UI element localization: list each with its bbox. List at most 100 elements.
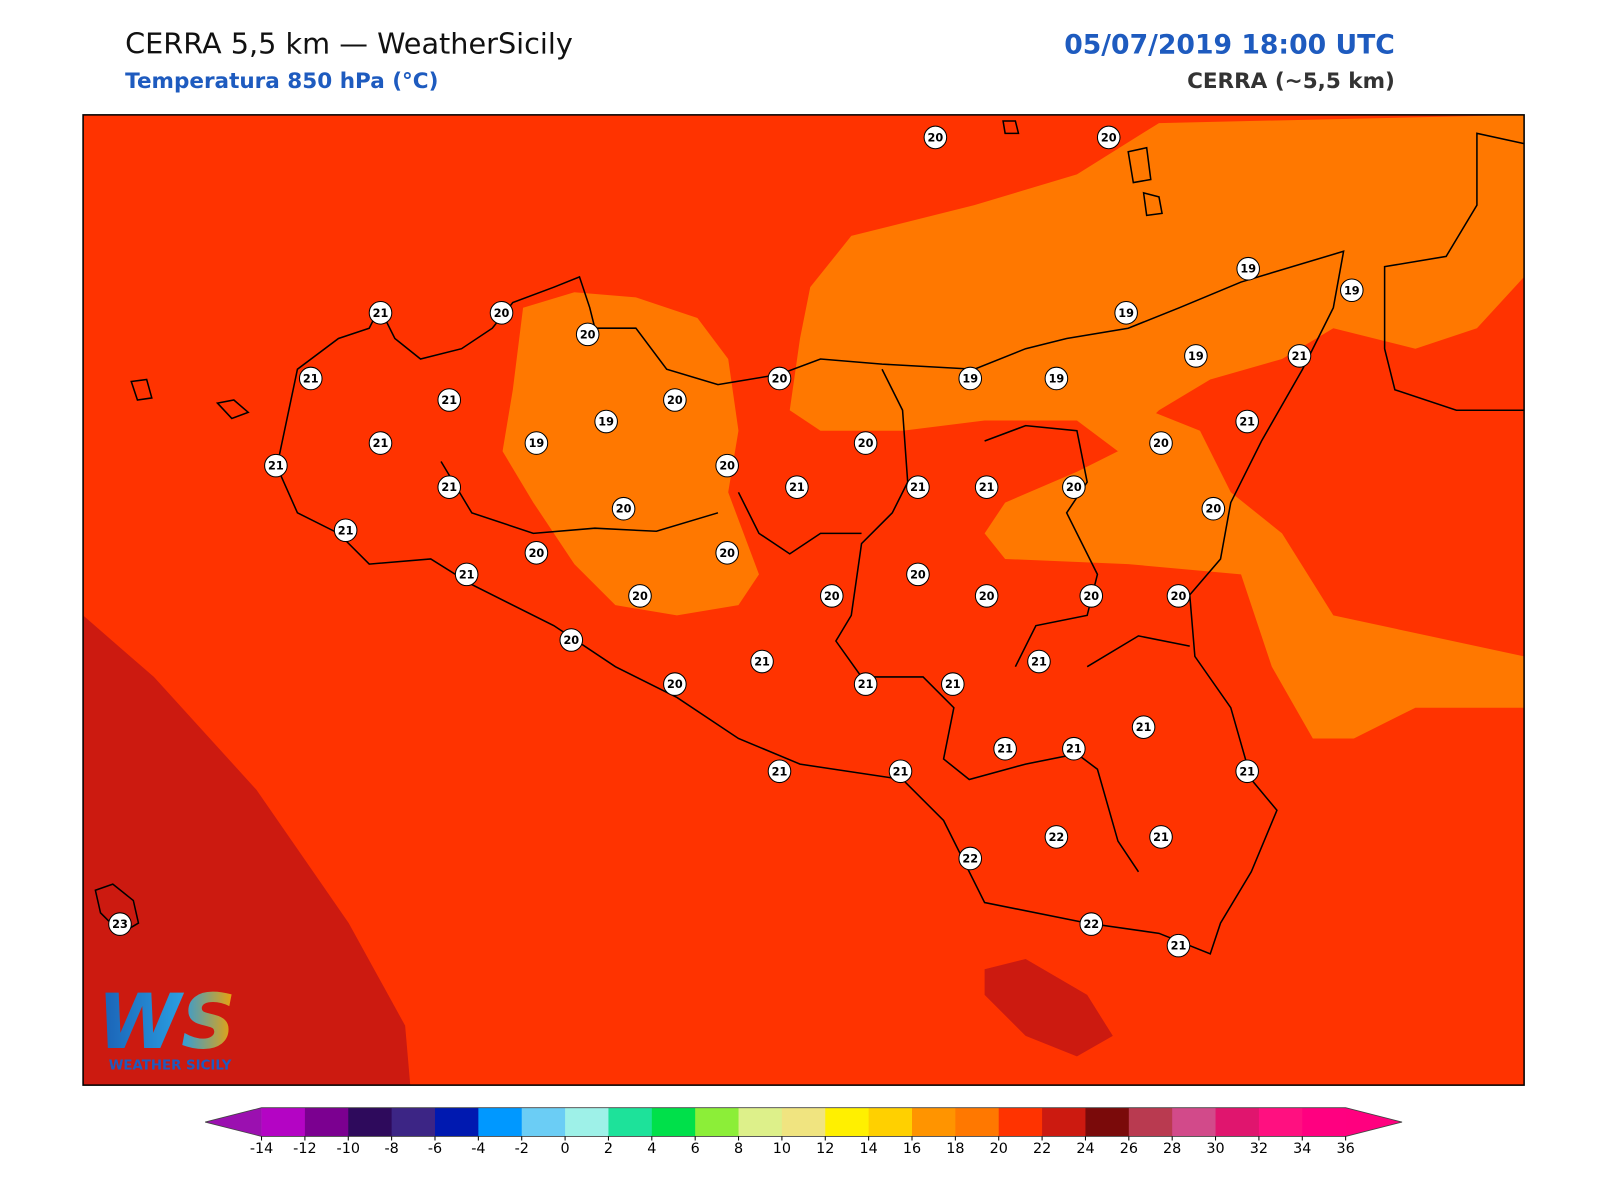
station-value: 21 [910, 481, 926, 494]
station-value: 21 [1171, 940, 1187, 953]
station-value: 21 [754, 656, 770, 669]
station-value: 20 [772, 372, 788, 385]
station-value: 19 [1240, 263, 1256, 276]
field-18-20 [502, 292, 759, 616]
station-value: 20 [1101, 131, 1117, 144]
colorbar-tick-label: 4 [647, 1141, 656, 1157]
colorbar-segment [1258, 1107, 1303, 1137]
coastlines [94, 120, 1525, 955]
station-marker [1062, 475, 1086, 499]
station-marker [715, 541, 739, 565]
station-value: 22 [962, 852, 978, 865]
station-marker [1235, 759, 1259, 784]
field-22-24 [83, 615, 411, 1086]
colorbar-segment [695, 1107, 740, 1137]
station-value: 19 [598, 416, 614, 429]
colorbar-tick-label: 36 [1337, 1141, 1355, 1157]
station-value: 19 [962, 372, 978, 385]
station-marker [575, 322, 600, 347]
station-marker [923, 125, 948, 150]
colorbar-segment [651, 1107, 696, 1137]
colorbar-segment [261, 1107, 306, 1137]
model-label: CERRA (~5,5 km) [1187, 69, 1395, 94]
station-marker [1149, 825, 1173, 849]
station-marker [888, 759, 913, 784]
station-marker [437, 475, 462, 499]
station-marker [663, 672, 687, 696]
station-marker [993, 736, 1017, 761]
station-value: 21 [789, 481, 805, 494]
station-value: 20 [1205, 503, 1221, 516]
station-value: 19 [529, 437, 545, 450]
colorbar-tick-label: 16 [903, 1141, 921, 1157]
map-frame [82, 114, 1525, 1086]
station-value: 20 [1153, 437, 1169, 450]
colorbar-tick-label: -2 [515, 1141, 529, 1157]
colorbar-tick-label: -14 [250, 1141, 273, 1157]
colorbar-tick-label: 20 [990, 1141, 1008, 1157]
colorbar-segment [521, 1107, 566, 1137]
datetime: 05/07/2019 18:00 UTC [1064, 29, 1395, 60]
colorbar-segment [738, 1107, 783, 1137]
station-marker [454, 562, 479, 587]
station-value: 21 [1066, 743, 1082, 756]
colorbar: -14 -12 -10 -8 -6 -4 -2 0 2 4 6 8 10 12 14 16 18 20 22 24 26… [205, 1107, 1403, 1157]
station-marker [1235, 409, 1259, 434]
colorbar-tick-label: -10 [337, 1141, 360, 1157]
station-marker [906, 562, 930, 587]
title: CERRA 5,5 km — WeatherSicily [125, 26, 573, 60]
station-marker [1166, 933, 1191, 958]
station-marker [663, 388, 687, 412]
station-marker [594, 409, 618, 434]
station-value: 22 [1049, 831, 1065, 844]
station-value: 21 [1031, 656, 1047, 669]
station-value: 23 [112, 918, 128, 931]
station-marker [785, 475, 809, 499]
colorbar-segment [1172, 1107, 1217, 1137]
station-marker [524, 541, 549, 565]
colorbar-tick-label: 0 [561, 1141, 570, 1157]
station-value: 21 [1239, 765, 1255, 778]
colorbar-tick-label: -6 [428, 1141, 442, 1157]
colorbar-segment [1042, 1107, 1086, 1137]
station-marker [1114, 301, 1138, 325]
colorbar-tick-label: 24 [1076, 1141, 1094, 1157]
field-22-24 [984, 958, 1113, 1057]
station-marker [958, 846, 983, 871]
colorbar-extend-over [1345, 1107, 1403, 1137]
station-marker [1062, 736, 1086, 761]
station-value: 21 [373, 437, 389, 450]
logo: WS WEATHER SICILY [97, 978, 235, 1074]
colorbar-tick-label: 32 [1250, 1141, 1268, 1157]
station-value: 19 [1344, 284, 1360, 297]
station-marker [974, 475, 999, 499]
colorbar-tick-label: 8 [734, 1141, 743, 1157]
station-value: 20 [580, 328, 596, 341]
station-value: 20 [563, 634, 579, 647]
station-value: 21 [373, 307, 389, 320]
colorbar-segment [868, 1107, 913, 1137]
station-value: 21 [1136, 721, 1152, 734]
station-marker [333, 518, 358, 543]
station-value: 21 [268, 460, 284, 473]
station-marker [628, 584, 652, 608]
station-marker [437, 388, 462, 412]
logo-mark: WS [97, 978, 235, 1066]
station-value: 20 [858, 437, 874, 450]
map: 20 20 19 19 21 20 20 19 19 21 21 20 19 19 21 20 19 21 21 19… [83, 114, 1525, 1086]
station-value: 21 [945, 678, 961, 691]
station-marker [1044, 366, 1069, 391]
station-marker [1236, 256, 1260, 281]
colorbar-tick-label: -12 [293, 1141, 316, 1157]
station-marker [1027, 649, 1051, 674]
station-value: 21 [338, 524, 354, 537]
station-value: 19 [1049, 372, 1065, 385]
colorbar-tick-label: 12 [816, 1141, 834, 1157]
station-value: 21 [1292, 350, 1308, 363]
colorbar-segment [781, 1107, 826, 1137]
station-marker [1044, 825, 1069, 849]
station-marker [1131, 715, 1156, 739]
station-value: 20 [667, 394, 683, 407]
colorbar-segment [998, 1107, 1043, 1137]
